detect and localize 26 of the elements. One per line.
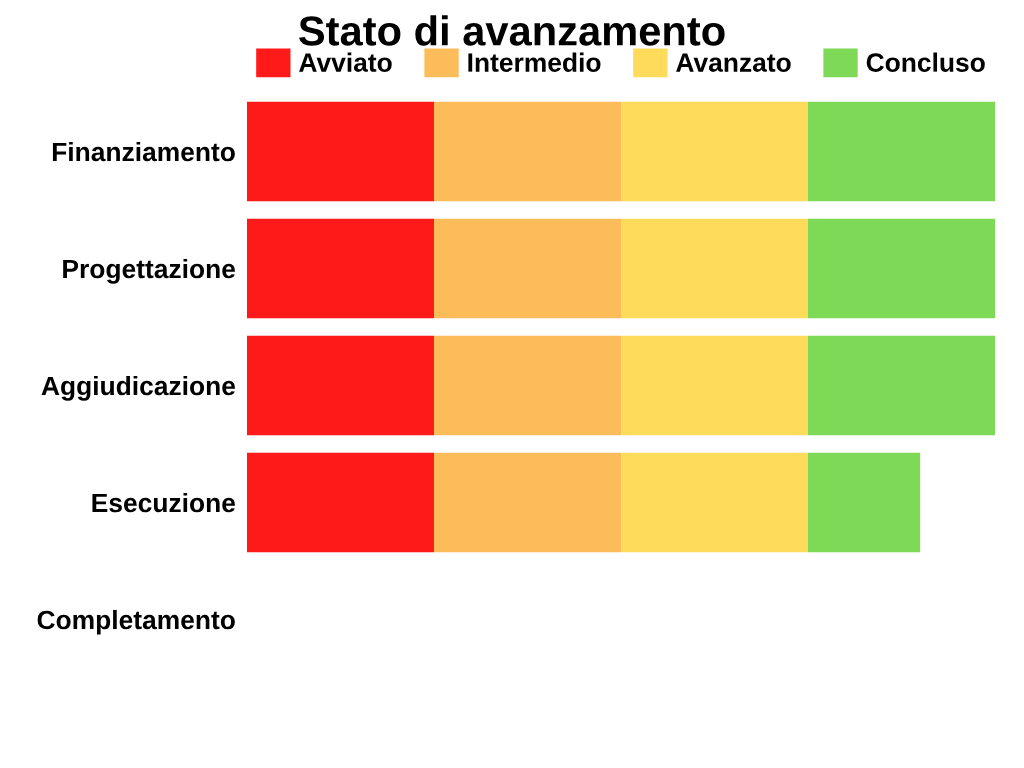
bar xyxy=(434,452,621,553)
bar xyxy=(808,218,995,319)
bar xyxy=(247,452,434,553)
bar xyxy=(434,101,621,202)
legend-label: Avanzato xyxy=(676,53,791,72)
y-tick-label: Esecuzione xyxy=(92,492,235,513)
bar xyxy=(808,101,995,202)
legend-label: Avviato xyxy=(299,52,392,72)
bar xyxy=(247,101,434,202)
bar xyxy=(621,218,808,319)
bar xyxy=(434,218,621,319)
bar xyxy=(247,335,434,436)
bar xyxy=(808,335,995,436)
bar xyxy=(621,335,808,436)
legend-label: Concluso xyxy=(866,52,985,72)
bar xyxy=(621,452,808,553)
bar xyxy=(621,101,808,202)
bar xyxy=(808,452,921,553)
y-tick-label: Aggiudicazione xyxy=(41,375,235,401)
legend-label: Intermedio xyxy=(468,52,601,72)
y-tick-label: Completamento xyxy=(37,609,235,635)
y-tick-label: Progettazione xyxy=(63,258,235,284)
chart-title: Stato di avanzamento xyxy=(299,15,725,46)
bar xyxy=(247,218,434,319)
bar xyxy=(434,335,621,436)
y-tick-label: Finanziamento xyxy=(52,141,235,162)
